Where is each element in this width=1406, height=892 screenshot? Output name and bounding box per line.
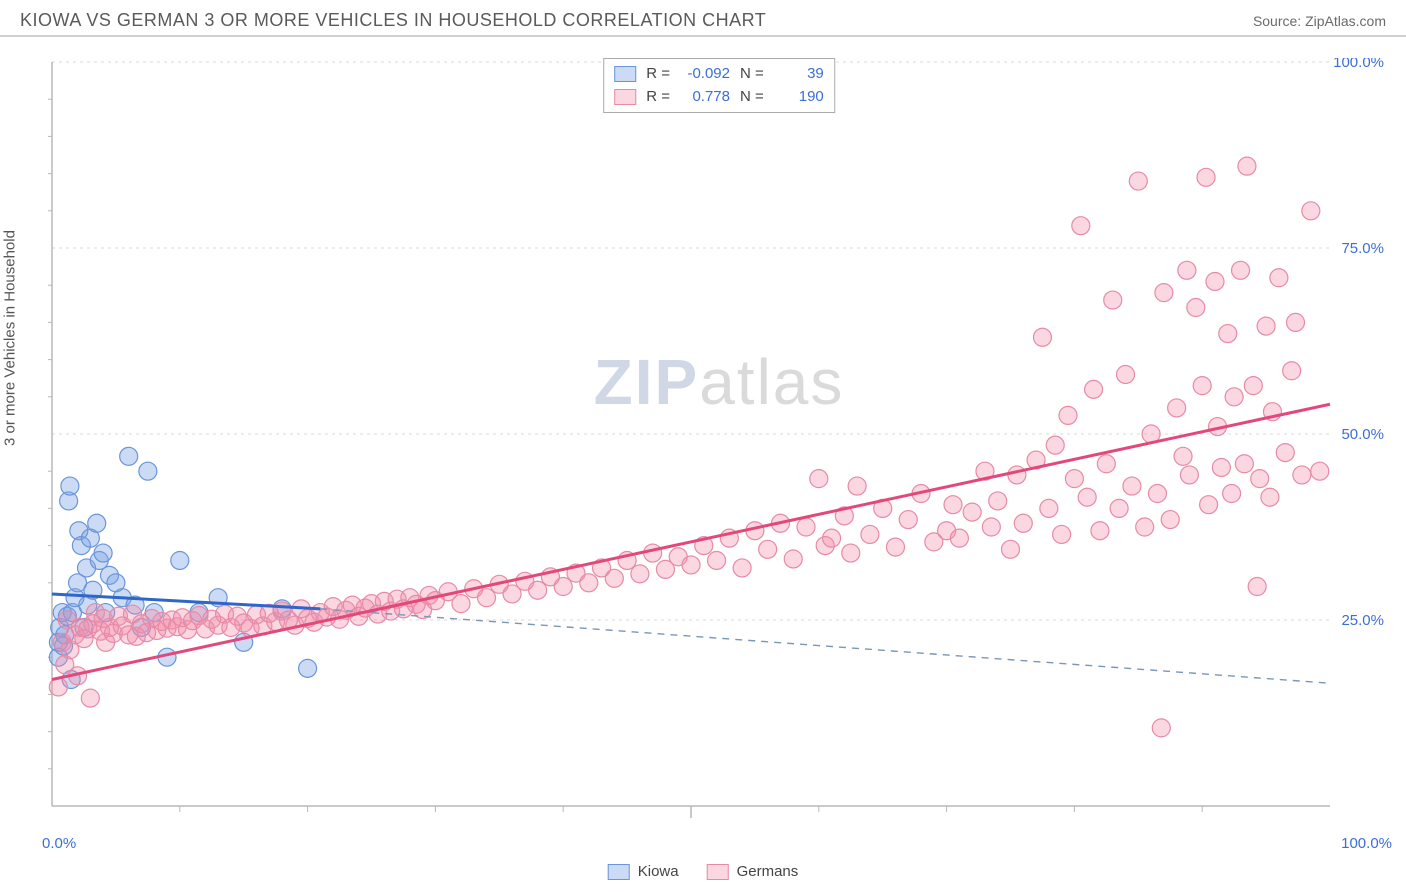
x-axis-max-label: 100.0%	[1341, 835, 1392, 852]
y-axis-label: 3 or more Vehicles in Household	[2, 230, 19, 446]
svg-text:75.0%: 75.0%	[1341, 240, 1384, 257]
legend-item-germans: Germans	[707, 863, 799, 880]
swatch-germans	[707, 864, 729, 880]
legend-row: R = 0.778 N = 190	[614, 86, 824, 109]
series-legend: Kiowa Germans	[608, 863, 799, 880]
scatter-svg: 25.0% 50.0% 75.0% 100.0%	[48, 58, 1390, 830]
chart-header: KIOWA VS GERMAN 3 OR MORE VEHICLES IN HO…	[0, 0, 1406, 37]
legend-item-kiowa: Kiowa	[608, 863, 679, 880]
svg-text:25.0%: 25.0%	[1341, 612, 1384, 629]
x-axis-min-label: 0.0%	[42, 835, 76, 852]
svg-text:50.0%: 50.0%	[1341, 426, 1384, 443]
swatch-kiowa	[614, 66, 636, 82]
swatch-germans	[614, 89, 636, 105]
chart-title: KIOWA VS GERMAN 3 OR MORE VEHICLES IN HO…	[20, 10, 766, 31]
correlation-legend: R = -0.092 N = 39 R = 0.778 N = 190	[603, 58, 835, 113]
legend-row: R = -0.092 N = 39	[614, 63, 824, 86]
swatch-kiowa	[608, 864, 630, 880]
source-attribution: Source: ZipAtlas.com	[1253, 13, 1386, 29]
svg-text:100.0%: 100.0%	[1333, 58, 1384, 71]
chart-plot-area: 25.0% 50.0% 75.0% 100.0% R = -0.092 N = 39 …	[48, 58, 1390, 830]
